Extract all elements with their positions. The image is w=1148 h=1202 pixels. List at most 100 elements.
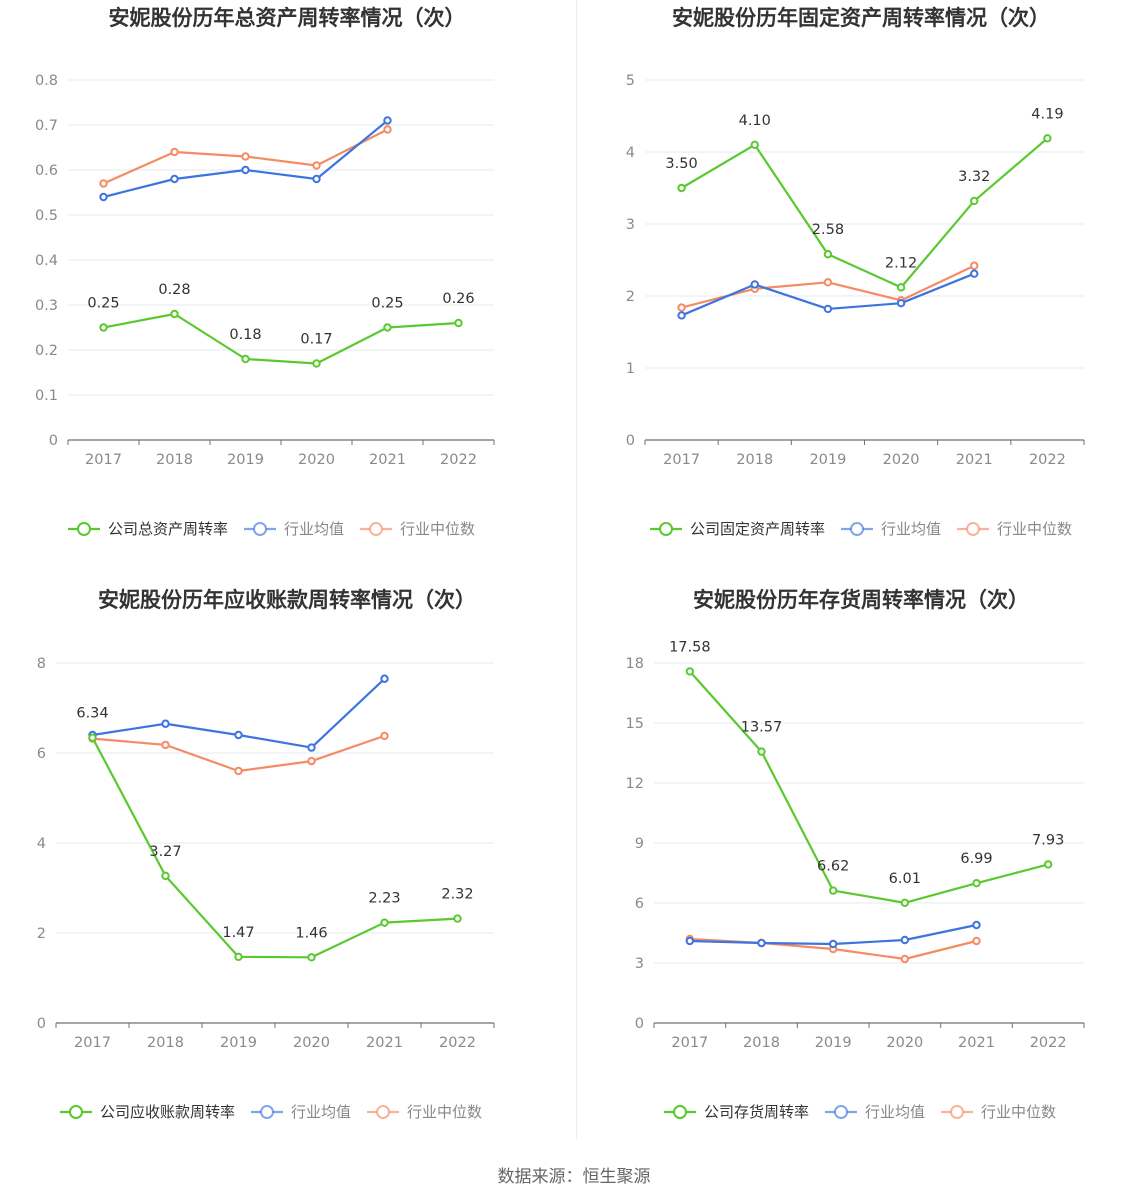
legend-item-industry-avg: 行业均值 xyxy=(825,1103,925,1121)
chart-svg: 安妮股份历年总资产周转率情况（次） 0 0.1 0.2 0.3 0.4 0.5 0.6 0.7 0… xyxy=(35,6,495,538)
data-point-industry-avg xyxy=(757,938,766,948)
data-point-industry-avg xyxy=(750,280,759,289)
y-tick-label: 0.4 xyxy=(35,253,58,269)
data-point-company xyxy=(312,359,321,368)
data-point-industry-avg xyxy=(161,719,170,728)
data-label: 0.26 xyxy=(442,291,474,307)
data-label: 13.57 xyxy=(741,720,783,736)
y-tick-label: 0 xyxy=(49,433,58,449)
legend-label: 行业均值 xyxy=(284,520,344,538)
x-tick-label: 2021 xyxy=(366,1035,403,1051)
data-point-industry-median xyxy=(380,731,389,741)
x-tick-label: 2017 xyxy=(663,452,700,468)
data-point-company xyxy=(99,323,108,332)
chart-title: 安妮股份历年固定资产周转率情况（次） xyxy=(672,6,1050,30)
data-point-industry-avg xyxy=(900,935,910,945)
x-tick-label: 2022 xyxy=(439,1035,476,1051)
data-label: 2.12 xyxy=(885,255,917,271)
chart-svg: 安妮股份历年应收账款周转率情况（次） 0 2 4 6 8 2017 2018 2019 2020 2… xyxy=(37,588,495,1121)
data-point-industry-median xyxy=(970,261,979,270)
data-point-company xyxy=(453,914,462,923)
data-point-industry-avg xyxy=(896,299,906,308)
data-point-industry-median xyxy=(677,303,686,312)
y-tick-label: 0 xyxy=(37,1016,46,1032)
x-tick-label: 2021 xyxy=(369,452,406,468)
series-line-company xyxy=(689,670,1049,904)
y-tick-label: 0.1 xyxy=(35,388,58,404)
data-point-industry-avg xyxy=(828,939,838,949)
legend-label: 行业均值 xyxy=(865,1103,925,1121)
data-point-company xyxy=(685,667,695,676)
data-point-industry-avg xyxy=(312,174,321,184)
legend-label: 行业中位数 xyxy=(981,1103,1056,1121)
data-point-industry-median xyxy=(972,936,981,946)
data-label: 4.10 xyxy=(739,113,771,129)
legend-label: 公司固定资产周转率 xyxy=(690,520,825,538)
chart-svg: 安妮股份历年存货周转率情况（次） 0 3 6 9 12 15 18 2017 2018 2019 20… xyxy=(626,588,1085,1121)
data-point-industry-avg xyxy=(170,174,179,184)
data-point-company xyxy=(170,309,179,319)
legend-item-industry-median: 行业中位数 xyxy=(360,520,475,538)
legend-marker-icon xyxy=(659,522,673,536)
data-label: 0.25 xyxy=(87,296,119,312)
x-tick-label: 2018 xyxy=(736,452,773,468)
x-tick-label: 2020 xyxy=(298,452,335,468)
data-point-company xyxy=(896,283,906,292)
x-tick-label: 2018 xyxy=(147,1035,184,1051)
data-label: 0.28 xyxy=(158,282,190,298)
x-tick-label: 2019 xyxy=(815,1035,852,1051)
legend-item-industry-avg: 行业均值 xyxy=(251,1103,351,1121)
x-tick-label: 2022 xyxy=(440,452,477,468)
x-tick-label: 2019 xyxy=(220,1035,257,1051)
series-line-company xyxy=(91,737,458,959)
data-point-industry-avg xyxy=(99,192,108,202)
y-tick-label: 0.7 xyxy=(35,118,58,134)
legend-marker-icon xyxy=(253,522,268,536)
data-point-company xyxy=(383,323,392,332)
data-label: 1.46 xyxy=(295,925,327,941)
chart-title: 安妮股份历年应收账款周转率情况（次） xyxy=(98,588,476,612)
legend-item-industry-avg: 行业均值 xyxy=(841,520,941,538)
data-label: 4.19 xyxy=(1031,106,1063,122)
data-point-industry-avg xyxy=(823,304,833,314)
data-point-industry-median xyxy=(161,740,170,750)
legend-item-company: 公司总资产周转率 xyxy=(68,520,228,538)
y-tick-label: 3 xyxy=(626,217,635,233)
data-point-industry-avg xyxy=(380,674,389,683)
panel-divider xyxy=(576,0,577,1140)
series-line-company xyxy=(681,137,1049,289)
y-tick-label: 1 xyxy=(626,361,635,377)
x-tick-label: 2020 xyxy=(293,1035,330,1051)
x-tick-label: 2020 xyxy=(883,452,920,468)
legend-marker-icon xyxy=(850,522,865,536)
y-tick-label: 0.8 xyxy=(35,73,58,89)
data-point-industry-median xyxy=(99,179,108,188)
y-tick-label: 2 xyxy=(37,926,46,942)
chart-receivables-turnover: 安妮股份历年应收账款周转率情况（次） 0 2 4 6 8 2017 2018 2019 2020 2… xyxy=(0,582,574,1162)
data-point-company xyxy=(380,918,389,927)
y-tick-label: 0.3 xyxy=(35,298,58,314)
legend-marker-icon xyxy=(69,1105,83,1119)
data-label: 0.17 xyxy=(300,332,332,348)
y-tick-label: 0.6 xyxy=(35,163,58,179)
x-tick-label: 2020 xyxy=(886,1035,923,1051)
data-source-note: 数据来源：恒生聚源 xyxy=(497,1167,651,1187)
data-label: 3.32 xyxy=(958,169,990,185)
legend-label: 行业均值 xyxy=(881,520,941,538)
y-tick-label: 18 xyxy=(626,656,644,672)
x-tick-label: 2019 xyxy=(227,452,264,468)
data-point-company xyxy=(88,733,97,742)
chart-svg: 安妮股份历年固定资产周转率情况（次） 0 1 2 3 4 5 2017 2018 2019 2020… xyxy=(626,6,1085,538)
legend-label: 行业中位数 xyxy=(407,1103,482,1121)
chart-inventory-turnover: 安妮股份历年存货周转率情况（次） 0 3 6 9 12 15 18 2017 2018 2019 20… xyxy=(574,582,1148,1162)
data-point-industry-median xyxy=(312,161,321,170)
y-tick-label: 15 xyxy=(626,716,644,732)
legend-label: 公司总资产周转率 xyxy=(108,520,228,538)
legend-marker-icon xyxy=(950,1105,965,1119)
y-tick-label: 0 xyxy=(626,433,635,449)
data-label: 2.23 xyxy=(368,891,400,907)
y-tick-label: 12 xyxy=(626,776,644,792)
data-label: 1.47 xyxy=(222,925,254,941)
legend-item-industry-median: 行业中位数 xyxy=(957,520,1072,538)
x-tick-label: 2022 xyxy=(1029,452,1066,468)
